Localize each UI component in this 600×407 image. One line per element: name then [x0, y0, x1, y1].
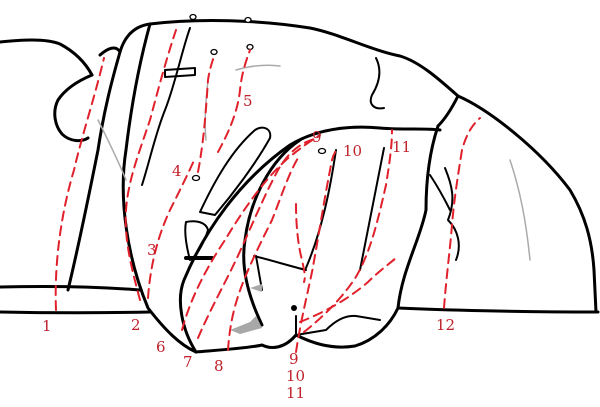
route-label-5: 5 [243, 92, 253, 110]
main-tower-outline [120, 21, 458, 126]
bolt-icon [193, 176, 200, 181]
route-label-2: 2 [131, 316, 141, 334]
bolt-icon [247, 45, 253, 50]
chimney-crack [142, 28, 190, 185]
main-face-left-edge [123, 24, 196, 352]
ground-left [0, 286, 140, 290]
roof-ledge [165, 68, 195, 77]
block-edge-left [185, 221, 208, 260]
route-label-1: 1 [42, 317, 52, 335]
route-label-9: 9 [312, 128, 322, 146]
bolt-icon [319, 149, 326, 154]
faint-crack-slab [98, 120, 126, 180]
shadow-patch [230, 316, 262, 334]
route-labels: 1 2 3 4 5 6 7 8 9 10 11 12 9 10 11 [42, 92, 455, 402]
route-label-8: 8 [214, 357, 224, 375]
route-line-9b [296, 204, 305, 282]
faint-crack-top [236, 65, 280, 70]
bolt-icon [291, 305, 297, 311]
route-label-11: 11 [392, 138, 411, 156]
route-line-10 [304, 130, 392, 332]
ground-right [398, 308, 598, 312]
route-label-3: 3 [147, 241, 157, 259]
ground-base [0, 312, 150, 313]
bottom-label-11: 11 [286, 384, 305, 402]
route-lines [56, 30, 480, 352]
inner-pillar [180, 127, 440, 352]
right-face-notch [371, 58, 384, 108]
round-boulder [55, 75, 92, 141]
right-arch-outline [458, 96, 596, 312]
mid-ledge [254, 256, 306, 270]
route-label-7: 7 [183, 353, 193, 371]
bolt-icon [190, 15, 196, 20]
route-label-10: 10 [343, 142, 362, 160]
route-label-4: 4 [172, 162, 182, 180]
base-boulder [196, 335, 296, 352]
bolt-icon [211, 50, 217, 55]
faint-crack-right [510, 160, 530, 260]
route-line-7 [198, 138, 318, 338]
route-line-11 [300, 256, 398, 322]
rock-outline [0, 21, 598, 352]
right-block-ledge [430, 175, 450, 210]
bottom-label-9: 9 [289, 350, 299, 368]
right-rib-2 [360, 148, 384, 270]
bolt-icon [245, 18, 251, 23]
left-boulder-outline [0, 40, 92, 75]
shadow-patch-small [250, 284, 262, 292]
route-label-12: 12 [436, 316, 455, 334]
route-label-6: 6 [156, 338, 166, 356]
bottom-label-10: 10 [286, 367, 305, 385]
